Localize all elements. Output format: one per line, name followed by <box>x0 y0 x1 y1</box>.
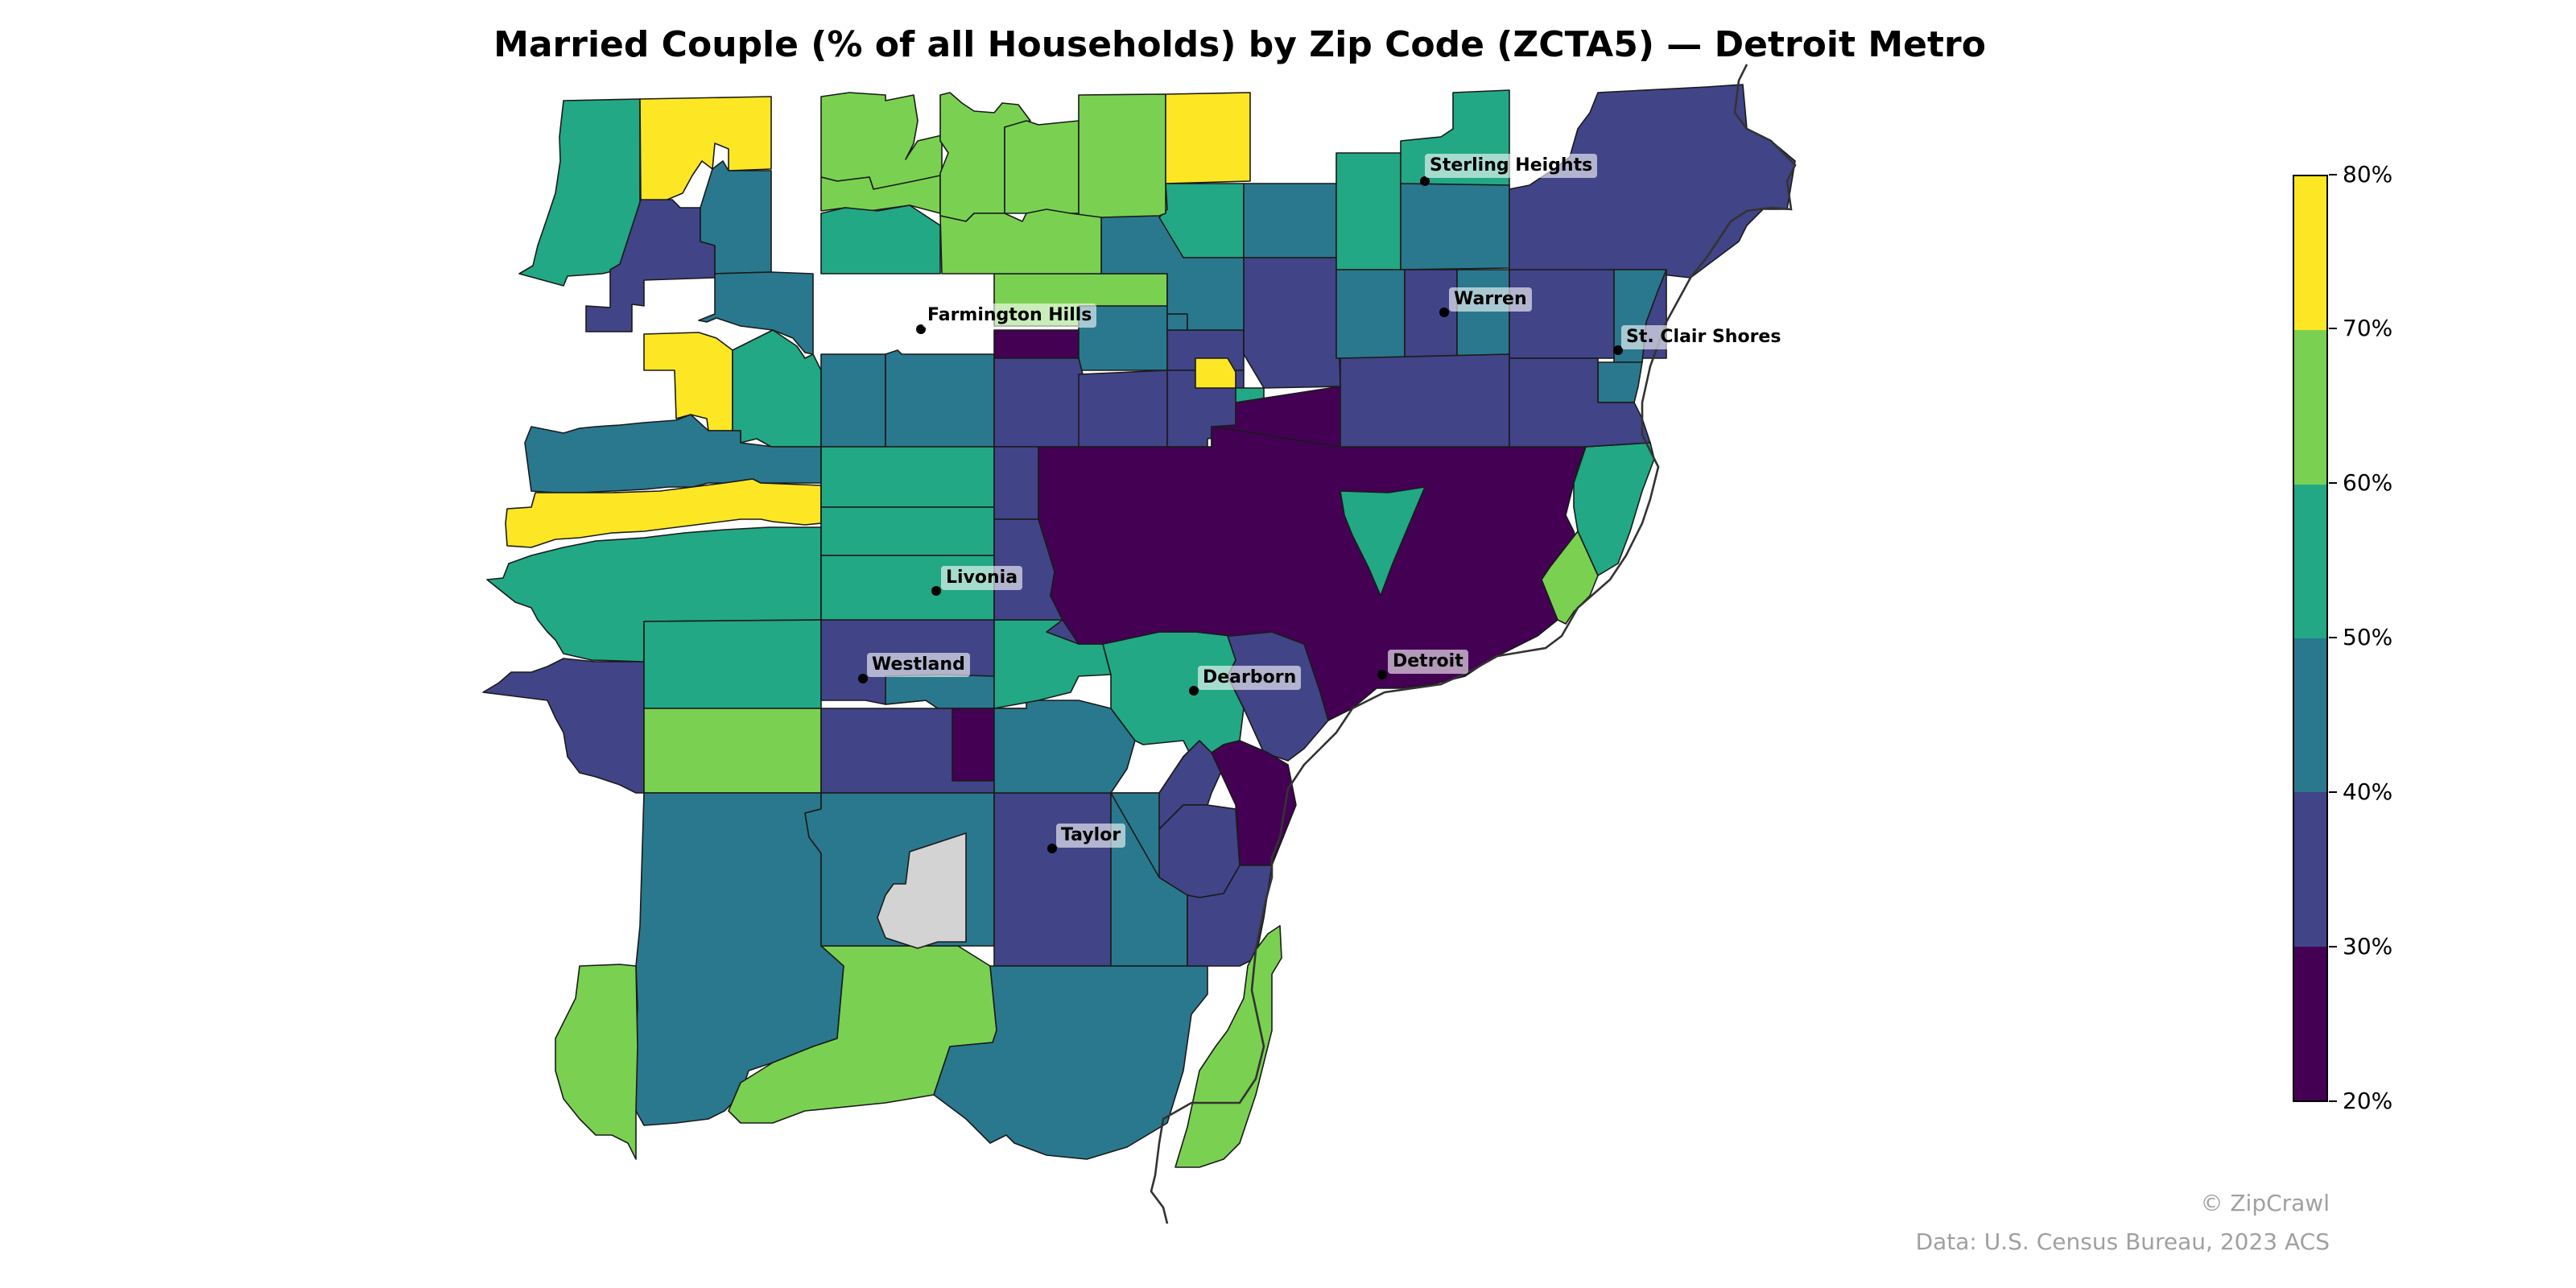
zip-region[interactable] <box>482 658 645 794</box>
colorbar-band-60-70 <box>2294 330 2326 485</box>
zip-region[interactable] <box>993 329 1080 359</box>
zip-region[interactable] <box>505 478 822 548</box>
zip-region[interactable] <box>1078 93 1166 218</box>
zip-region[interactable] <box>1158 804 1241 898</box>
zip-region[interactable] <box>1573 442 1655 576</box>
colorbar-tick <box>2329 328 2337 329</box>
zip-region[interactable] <box>1038 426 1587 721</box>
city-label-dearborn: Dearborn <box>1198 666 1302 690</box>
city-dot-dearborn <box>1189 686 1199 696</box>
zip-region[interactable] <box>643 332 733 431</box>
zip-region[interactable] <box>1400 183 1510 270</box>
zip-region[interactable] <box>993 792 1112 967</box>
colorbar-label-30: 30% <box>2343 933 2393 960</box>
zip-region[interactable] <box>820 204 941 275</box>
colorbar-band-40-50 <box>2294 638 2326 793</box>
city-dot-detroit <box>1377 670 1387 679</box>
city-label-sterling-heights: Sterling Heights <box>1425 154 1598 178</box>
zip-region[interactable] <box>1335 152 1402 270</box>
city-dot-livonia <box>931 586 941 596</box>
city-label-warren: Warren <box>1449 287 1532 312</box>
zip-region[interactable] <box>1166 313 1188 331</box>
city-label-livonia: Livonia <box>941 566 1023 590</box>
zip-region[interactable] <box>885 349 995 448</box>
zip-region[interactable] <box>1174 925 1282 1168</box>
colorbar-tick <box>2329 1100 2337 1102</box>
zip-region[interactable] <box>555 964 638 1160</box>
city-dot-westland <box>858 674 868 683</box>
zip-region[interactable] <box>1004 120 1080 214</box>
zip-region[interactable] <box>1509 84 1796 279</box>
copyright-credit: © ZipCrawl <box>2200 1190 2330 1216</box>
zip-region[interactable] <box>1165 92 1251 184</box>
zip-region[interactable] <box>1187 865 1273 967</box>
colorbar-band-20-30 <box>2294 946 2326 1100</box>
city-dot-taylor <box>1047 844 1057 853</box>
zip-region[interactable] <box>1078 369 1168 448</box>
zip-region[interactable] <box>1340 486 1426 597</box>
colorbar-label-70: 70% <box>2343 315 2393 341</box>
zip-region[interactable] <box>643 619 822 709</box>
colorbar-label-50: 50% <box>2343 624 2393 650</box>
data-source-credit: Data: U.S. Census Bureau, 2023 ACS <box>1915 1228 2330 1255</box>
zip-region[interactable] <box>585 199 716 332</box>
colorbar-label-20: 20% <box>2343 1088 2393 1114</box>
city-label-taylor: Taylor <box>1056 824 1126 848</box>
zip-region[interactable] <box>643 708 822 794</box>
zip-region[interactable] <box>993 446 1039 520</box>
zip-region[interactable] <box>1243 257 1341 389</box>
zip-region[interactable] <box>885 674 995 709</box>
zip-region[interactable] <box>1243 183 1337 258</box>
zip-region-no-data[interactable] <box>877 832 967 949</box>
city-dot-warren <box>1439 308 1449 317</box>
city-label-farmington-hills: Farmington Hills <box>923 303 1097 328</box>
chart-title: Married Couple (% of all Households) by … <box>0 24 2576 65</box>
zip-region[interactable] <box>1335 269 1406 359</box>
colorbar-band-50-60 <box>2294 484 2326 639</box>
zip-region[interactable] <box>1456 269 1510 359</box>
city-label-st-clair-shores: St. Clair Shores <box>1621 325 1786 349</box>
colorbar-band-30-40 <box>2294 792 2326 947</box>
zip-region[interactable] <box>939 208 1102 275</box>
zip-region[interactable] <box>1541 530 1599 625</box>
zip-region[interactable] <box>1340 353 1510 448</box>
city-dot-st-clair-shores <box>1613 345 1623 355</box>
colorbar-tick <box>2329 946 2337 947</box>
zip-region[interactable] <box>1404 269 1458 359</box>
colorbar-tick <box>2329 174 2337 175</box>
colorbar-label-80: 80% <box>2343 161 2393 188</box>
colorbar <box>2293 175 2328 1102</box>
zip-region[interactable] <box>820 446 995 508</box>
zip-region[interactable] <box>1597 361 1643 403</box>
zip-region[interactable] <box>820 353 886 448</box>
zip-region[interactable] <box>933 965 1208 1160</box>
chart-title-text: Married Couple (% of all Households) by … <box>493 24 1986 65</box>
colorbar-tick <box>2329 637 2337 638</box>
shoreline <box>1150 64 1797 1224</box>
colorbar-tick <box>2329 482 2337 484</box>
colorbar-band-70-80 <box>2294 176 2326 331</box>
zip-region[interactable] <box>820 92 943 190</box>
colorbar-label-60: 60% <box>2343 469 2393 496</box>
city-label-detroit: Detroit <box>1388 650 1468 674</box>
city-label-westland: Westland <box>867 653 970 677</box>
colorbar-label-40: 40% <box>2343 778 2393 805</box>
zip-region[interactable] <box>700 160 772 275</box>
zip-region[interactable] <box>1195 357 1236 389</box>
colorbar-tick <box>2329 791 2337 793</box>
zip-region[interactable] <box>993 357 1084 448</box>
zip-region[interactable] <box>820 506 995 556</box>
city-dot-sterling-heights <box>1420 176 1430 186</box>
